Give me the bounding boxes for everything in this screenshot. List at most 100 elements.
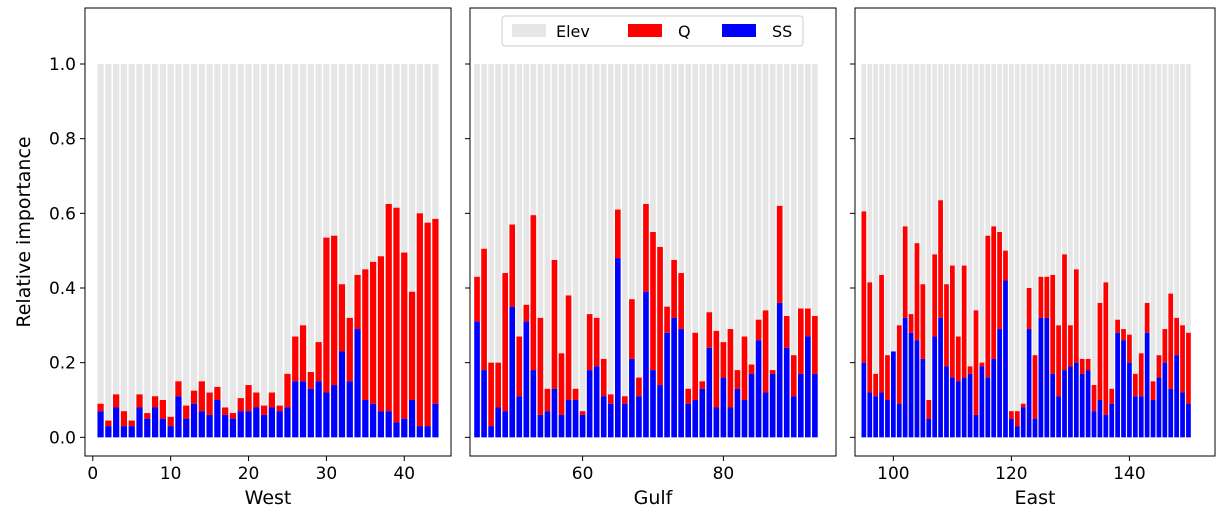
bar-elev bbox=[1062, 64, 1067, 438]
axes-frame bbox=[854, 7, 1216, 457]
bar-q bbox=[762, 310, 769, 393]
bar-q bbox=[1097, 302, 1103, 400]
bar-ss bbox=[105, 426, 112, 438]
bar-q bbox=[805, 308, 811, 337]
bar-ss bbox=[720, 377, 727, 438]
bar-q bbox=[1009, 411, 1014, 419]
bar-q bbox=[307, 372, 314, 389]
bar-ss bbox=[558, 414, 565, 438]
bar-elev bbox=[885, 64, 890, 438]
y-tick-label: 0.8 bbox=[49, 130, 76, 150]
bar-elev bbox=[920, 64, 926, 438]
bar-q bbox=[1138, 353, 1144, 397]
bar-q bbox=[245, 385, 252, 412]
bar-elev bbox=[797, 64, 804, 438]
bar-ss bbox=[393, 422, 400, 438]
bar-q bbox=[544, 388, 551, 412]
bar-elev bbox=[1085, 64, 1091, 438]
bar-q bbox=[97, 403, 104, 412]
bar-q bbox=[997, 232, 1002, 330]
bar-ss bbox=[692, 400, 699, 438]
bar-q bbox=[950, 265, 955, 378]
bar-ss bbox=[967, 373, 973, 438]
bar-elev bbox=[276, 64, 283, 438]
y-tick-label: 1.0 bbox=[49, 55, 76, 75]
bar-ss bbox=[175, 396, 182, 438]
bar-q bbox=[713, 330, 720, 408]
bar-ss bbox=[629, 358, 635, 438]
bar-ss bbox=[664, 332, 670, 438]
bar-elev bbox=[812, 64, 818, 438]
bar-elev bbox=[741, 64, 748, 438]
bar-q bbox=[1003, 250, 1008, 281]
bar-elev bbox=[253, 64, 260, 438]
bar-ss bbox=[1009, 418, 1014, 438]
panel-east: 100 120 140 East bbox=[850, 7, 1216, 509]
bar-ss bbox=[432, 403, 439, 438]
x-axis-label: East bbox=[1015, 487, 1056, 509]
bar-q bbox=[650, 232, 656, 371]
bar-q bbox=[502, 273, 509, 412]
bar-ss bbox=[136, 407, 143, 438]
bar-ss bbox=[1056, 396, 1061, 438]
bar-elev bbox=[113, 64, 120, 438]
x-axis-label: West bbox=[245, 487, 292, 509]
bar-elev bbox=[1097, 64, 1103, 438]
bar-q bbox=[346, 317, 353, 382]
bar-elev bbox=[783, 64, 790, 438]
bar-q bbox=[523, 304, 530, 322]
bar-elev bbox=[896, 64, 902, 438]
bar-elev bbox=[558, 64, 565, 438]
bar-q bbox=[1168, 293, 1174, 389]
bar-q bbox=[1085, 358, 1091, 371]
bar-elev bbox=[926, 64, 932, 438]
bar-elev bbox=[769, 64, 776, 438]
bar-q bbox=[979, 362, 985, 367]
bar-elev bbox=[678, 64, 684, 438]
bar-ss bbox=[1044, 317, 1050, 438]
bar-q bbox=[292, 336, 299, 382]
bar-elev bbox=[175, 64, 182, 438]
bar-elev bbox=[260, 64, 268, 438]
bar-q bbox=[622, 396, 628, 404]
bar-q bbox=[885, 355, 890, 400]
bar-q bbox=[861, 211, 867, 363]
bar-q bbox=[629, 299, 635, 359]
bar-q bbox=[190, 390, 198, 404]
bar-ss bbox=[198, 411, 205, 438]
legend-label-q: Q bbox=[678, 22, 691, 41]
bar-q bbox=[579, 411, 586, 415]
bar-elev bbox=[268, 64, 276, 438]
bar-ss bbox=[1127, 362, 1132, 438]
bar-q bbox=[879, 274, 884, 393]
bar-elev bbox=[1103, 64, 1109, 438]
bar-ss bbox=[873, 396, 879, 438]
y-tick-label: 0.2 bbox=[49, 354, 76, 374]
bar-q bbox=[167, 416, 174, 427]
bar-ss bbox=[657, 385, 663, 438]
bar-q bbox=[1115, 319, 1120, 333]
bar-q bbox=[276, 405, 283, 412]
bar-ss bbox=[253, 407, 260, 438]
bar-q bbox=[551, 260, 558, 389]
bar-ss bbox=[762, 392, 769, 438]
bar-q bbox=[268, 392, 276, 408]
bar-ss bbox=[1144, 332, 1150, 438]
bar-elev bbox=[1032, 64, 1038, 438]
bar-ss bbox=[401, 418, 408, 438]
bar-q bbox=[783, 316, 790, 348]
bar-q bbox=[902, 226, 908, 318]
bar-q bbox=[896, 325, 902, 404]
bar-ss bbox=[488, 426, 494, 438]
bar-ss bbox=[424, 426, 431, 438]
bar-ss bbox=[607, 403, 614, 438]
bar-q bbox=[867, 282, 873, 393]
bar-q bbox=[741, 336, 748, 400]
bar-elev bbox=[167, 64, 174, 438]
bar-elev bbox=[1150, 64, 1156, 438]
bar-ss bbox=[284, 407, 291, 438]
bar-ss bbox=[307, 388, 314, 438]
bar-elev bbox=[867, 64, 873, 438]
bar-q bbox=[657, 246, 663, 386]
